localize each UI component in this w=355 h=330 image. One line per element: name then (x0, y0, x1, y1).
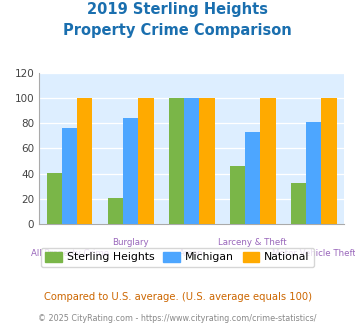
Bar (245, 132, 261, 224)
Text: Larceny & Theft: Larceny & Theft (218, 238, 287, 247)
Text: © 2025 CityRating.com - https://www.cityrating.com/crime-statistics/: © 2025 CityRating.com - https://www.city… (38, 314, 317, 323)
Text: Arson: Arson (179, 249, 204, 258)
Text: Motor Vehicle Theft: Motor Vehicle Theft (272, 249, 355, 258)
Text: Property Crime Comparison: Property Crime Comparison (63, 23, 292, 38)
Text: All Property Crime: All Property Crime (31, 249, 109, 258)
Bar (77, 98, 92, 224)
Bar (108, 198, 123, 224)
Bar (169, 98, 184, 224)
Bar (184, 98, 200, 224)
Bar (291, 182, 306, 224)
Bar (306, 122, 322, 224)
Bar (123, 118, 138, 224)
Bar (200, 98, 214, 224)
Text: 2019 Sterling Heights: 2019 Sterling Heights (87, 2, 268, 16)
Bar (62, 128, 77, 224)
Text: Burglary: Burglary (112, 238, 149, 247)
Text: Compared to U.S. average. (U.S. average equals 100): Compared to U.S. average. (U.S. average … (44, 292, 311, 302)
Legend: Sterling Heights, Michigan, National: Sterling Heights, Michigan, National (41, 248, 314, 267)
Bar (47, 173, 62, 224)
Bar (322, 98, 337, 224)
Bar (138, 98, 153, 224)
Bar (230, 166, 245, 224)
Bar (261, 98, 275, 224)
